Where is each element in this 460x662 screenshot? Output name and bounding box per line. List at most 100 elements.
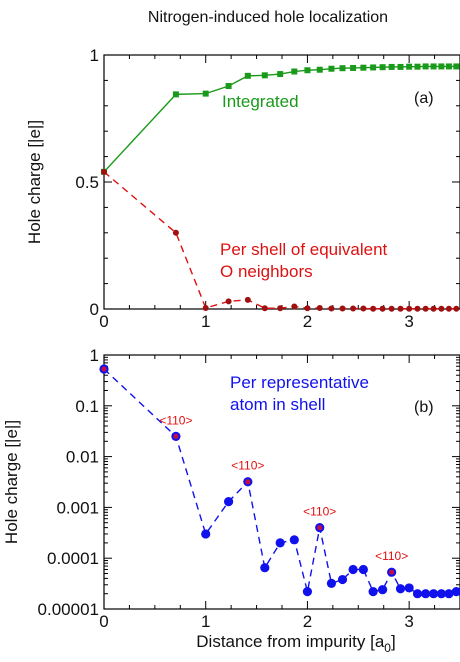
y-tick-label: 0.5 — [75, 173, 99, 192]
highlighted-point — [101, 366, 107, 372]
per-representative-label-line1: Per representative — [230, 373, 369, 392]
per-representative-point — [224, 497, 234, 507]
integrated-point — [225, 82, 232, 89]
per-shell-point — [328, 305, 335, 312]
integrated-point — [397, 63, 404, 70]
per-representative-point — [404, 583, 414, 593]
integrated-point — [304, 67, 311, 74]
direction-110-label: <110> — [159, 413, 192, 427]
per-shell-point — [202, 304, 209, 311]
panel-a-label: (a) — [414, 90, 434, 107]
integrated-point — [350, 64, 357, 71]
integrated-point — [445, 63, 452, 70]
per-shell-point — [101, 168, 107, 175]
per-representative-point — [368, 587, 378, 597]
per-shell-point — [261, 305, 268, 312]
per-shell-point — [422, 305, 429, 312]
integrated-point — [379, 64, 386, 71]
highlighted-point — [245, 479, 251, 485]
integrated-point — [438, 63, 445, 70]
integrated-point — [339, 65, 346, 72]
x-tick-label: 3 — [404, 612, 413, 631]
per-shell-point — [370, 305, 377, 312]
panel-b-xlabel: Distance from impurity [a0] — [196, 632, 395, 655]
integrated-point — [414, 63, 421, 70]
integrated-point — [453, 63, 460, 70]
figure-title: Nitrogen-induced hole localization — [148, 9, 388, 26]
per-shell-point — [360, 305, 367, 312]
per-representative-point — [444, 589, 454, 599]
per-shell-label-line2: O neighbors — [220, 262, 313, 281]
per-representative-point — [428, 589, 439, 599]
integrated-point — [422, 63, 429, 70]
integrated-series-line — [103, 65, 457, 173]
per-representative-point — [337, 574, 348, 585]
x-tick-label: 3 — [404, 312, 413, 331]
per-representative-point — [395, 584, 406, 594]
x-tick-label: 0 — [99, 312, 108, 331]
y-tick-label: 0 — [90, 300, 99, 319]
panel-a-ylabel: Hole charge [|e|] — [25, 120, 44, 244]
integrated-label: Integrated — [222, 92, 299, 111]
per-shell-point — [388, 305, 395, 312]
y-tick-label: 1 — [90, 46, 99, 65]
panel-a: Hole charge [|e|] (a) Integrated Per she… — [25, 46, 460, 331]
direction-110-label: <110> — [375, 549, 408, 563]
highlighted-point — [317, 525, 323, 531]
per-shell-point — [406, 305, 413, 312]
panel-b: Hole charge [|e|] (b) Per representative… — [2, 346, 460, 655]
panel-b-label: (b) — [414, 399, 434, 416]
highlighted-point — [389, 569, 395, 575]
integrated-point — [370, 64, 377, 71]
per-shell-point — [445, 305, 452, 312]
x-tick-label: 2 — [303, 612, 312, 631]
per-shell-point — [438, 305, 445, 312]
per-representative-point — [260, 563, 270, 573]
direction-110-label: <110> — [303, 505, 336, 519]
per-representative-point — [436, 589, 446, 599]
integrated-point — [328, 65, 335, 72]
panel-b-ylabel: Hole charge [|e|] — [2, 420, 21, 544]
per-shell-point — [225, 298, 232, 305]
x-tick-label: 2 — [303, 312, 312, 331]
y-tick-label: 0.00001 — [38, 600, 99, 619]
xlabel-sub: 0 — [384, 641, 391, 655]
per-shell-point — [414, 305, 421, 312]
y-tick-label: 0.001 — [56, 498, 99, 517]
integrated-point — [261, 72, 268, 79]
integrated-point — [291, 68, 298, 75]
per-shell-point — [291, 303, 298, 310]
per-representative-point — [377, 585, 388, 595]
per-shell-point — [244, 296, 251, 303]
per-representative-point — [289, 535, 299, 545]
per-shell-point — [379, 305, 386, 312]
highlighted-point — [173, 433, 179, 439]
integrated-point — [360, 64, 367, 71]
y-tick-label: 0.1 — [75, 397, 99, 416]
per-representative-point — [421, 589, 431, 599]
integrated-point — [172, 91, 179, 98]
y-tick-label: 0.01 — [66, 448, 99, 467]
y-tick-label: 0.0001 — [47, 549, 99, 568]
integrated-point — [430, 63, 437, 70]
per-shell-label-line1: Per shell of equivalent — [220, 240, 388, 259]
per-shell-point — [350, 305, 357, 312]
per-shell-point — [316, 304, 323, 311]
integrated-point — [388, 63, 395, 70]
per-representative-label-line2: atom in shell — [230, 395, 325, 414]
xlabel-tail: ] — [391, 632, 396, 651]
x-tick-label: 0 — [99, 612, 108, 631]
per-representative-point — [201, 529, 211, 539]
xlabel-main: Distance from impurity [a — [196, 632, 385, 651]
panel-b-frame — [103, 354, 460, 610]
per-representative-point — [302, 587, 313, 597]
integrated-point — [202, 90, 209, 97]
per-shell-point — [430, 305, 437, 312]
per-shell-point — [172, 229, 179, 236]
per-representative-point — [358, 564, 368, 575]
per-shell-point — [339, 305, 346, 312]
per-representative-point — [348, 564, 358, 575]
integrated-point — [277, 71, 284, 78]
per-shell-point — [304, 305, 311, 312]
x-tick-label: 1 — [201, 312, 210, 331]
